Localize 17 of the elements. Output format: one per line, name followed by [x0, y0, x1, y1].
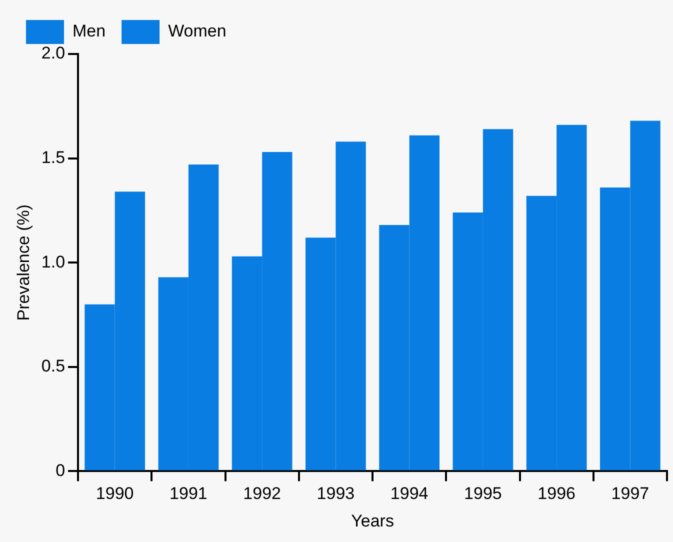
- legend-label: Women: [168, 22, 226, 41]
- x-tick-label: 1993: [316, 484, 355, 504]
- x-tick-label: 1990: [96, 484, 134, 504]
- x-tick-label: 1991: [170, 484, 208, 504]
- x-tick-label: 1992: [243, 484, 281, 504]
- y-tick-label: 1.5: [41, 148, 66, 167]
- y-tick-label: 1.0: [41, 252, 66, 272]
- x-tick-label: 1996: [538, 484, 576, 504]
- x-tick-label: 1997: [611, 484, 650, 504]
- y-axis-title: Prevalence (%): [14, 204, 33, 321]
- x-tick-label: 1995: [464, 484, 502, 504]
- x-tick-label: 1994: [390, 484, 428, 504]
- x-axis-title: Years: [351, 511, 394, 530]
- legend-label: Men: [72, 22, 106, 41]
- y-tick-label: 0: [56, 460, 66, 480]
- y-tick-label: 0.5: [41, 356, 66, 376]
- y-tick-label: 2.0: [41, 44, 66, 63]
